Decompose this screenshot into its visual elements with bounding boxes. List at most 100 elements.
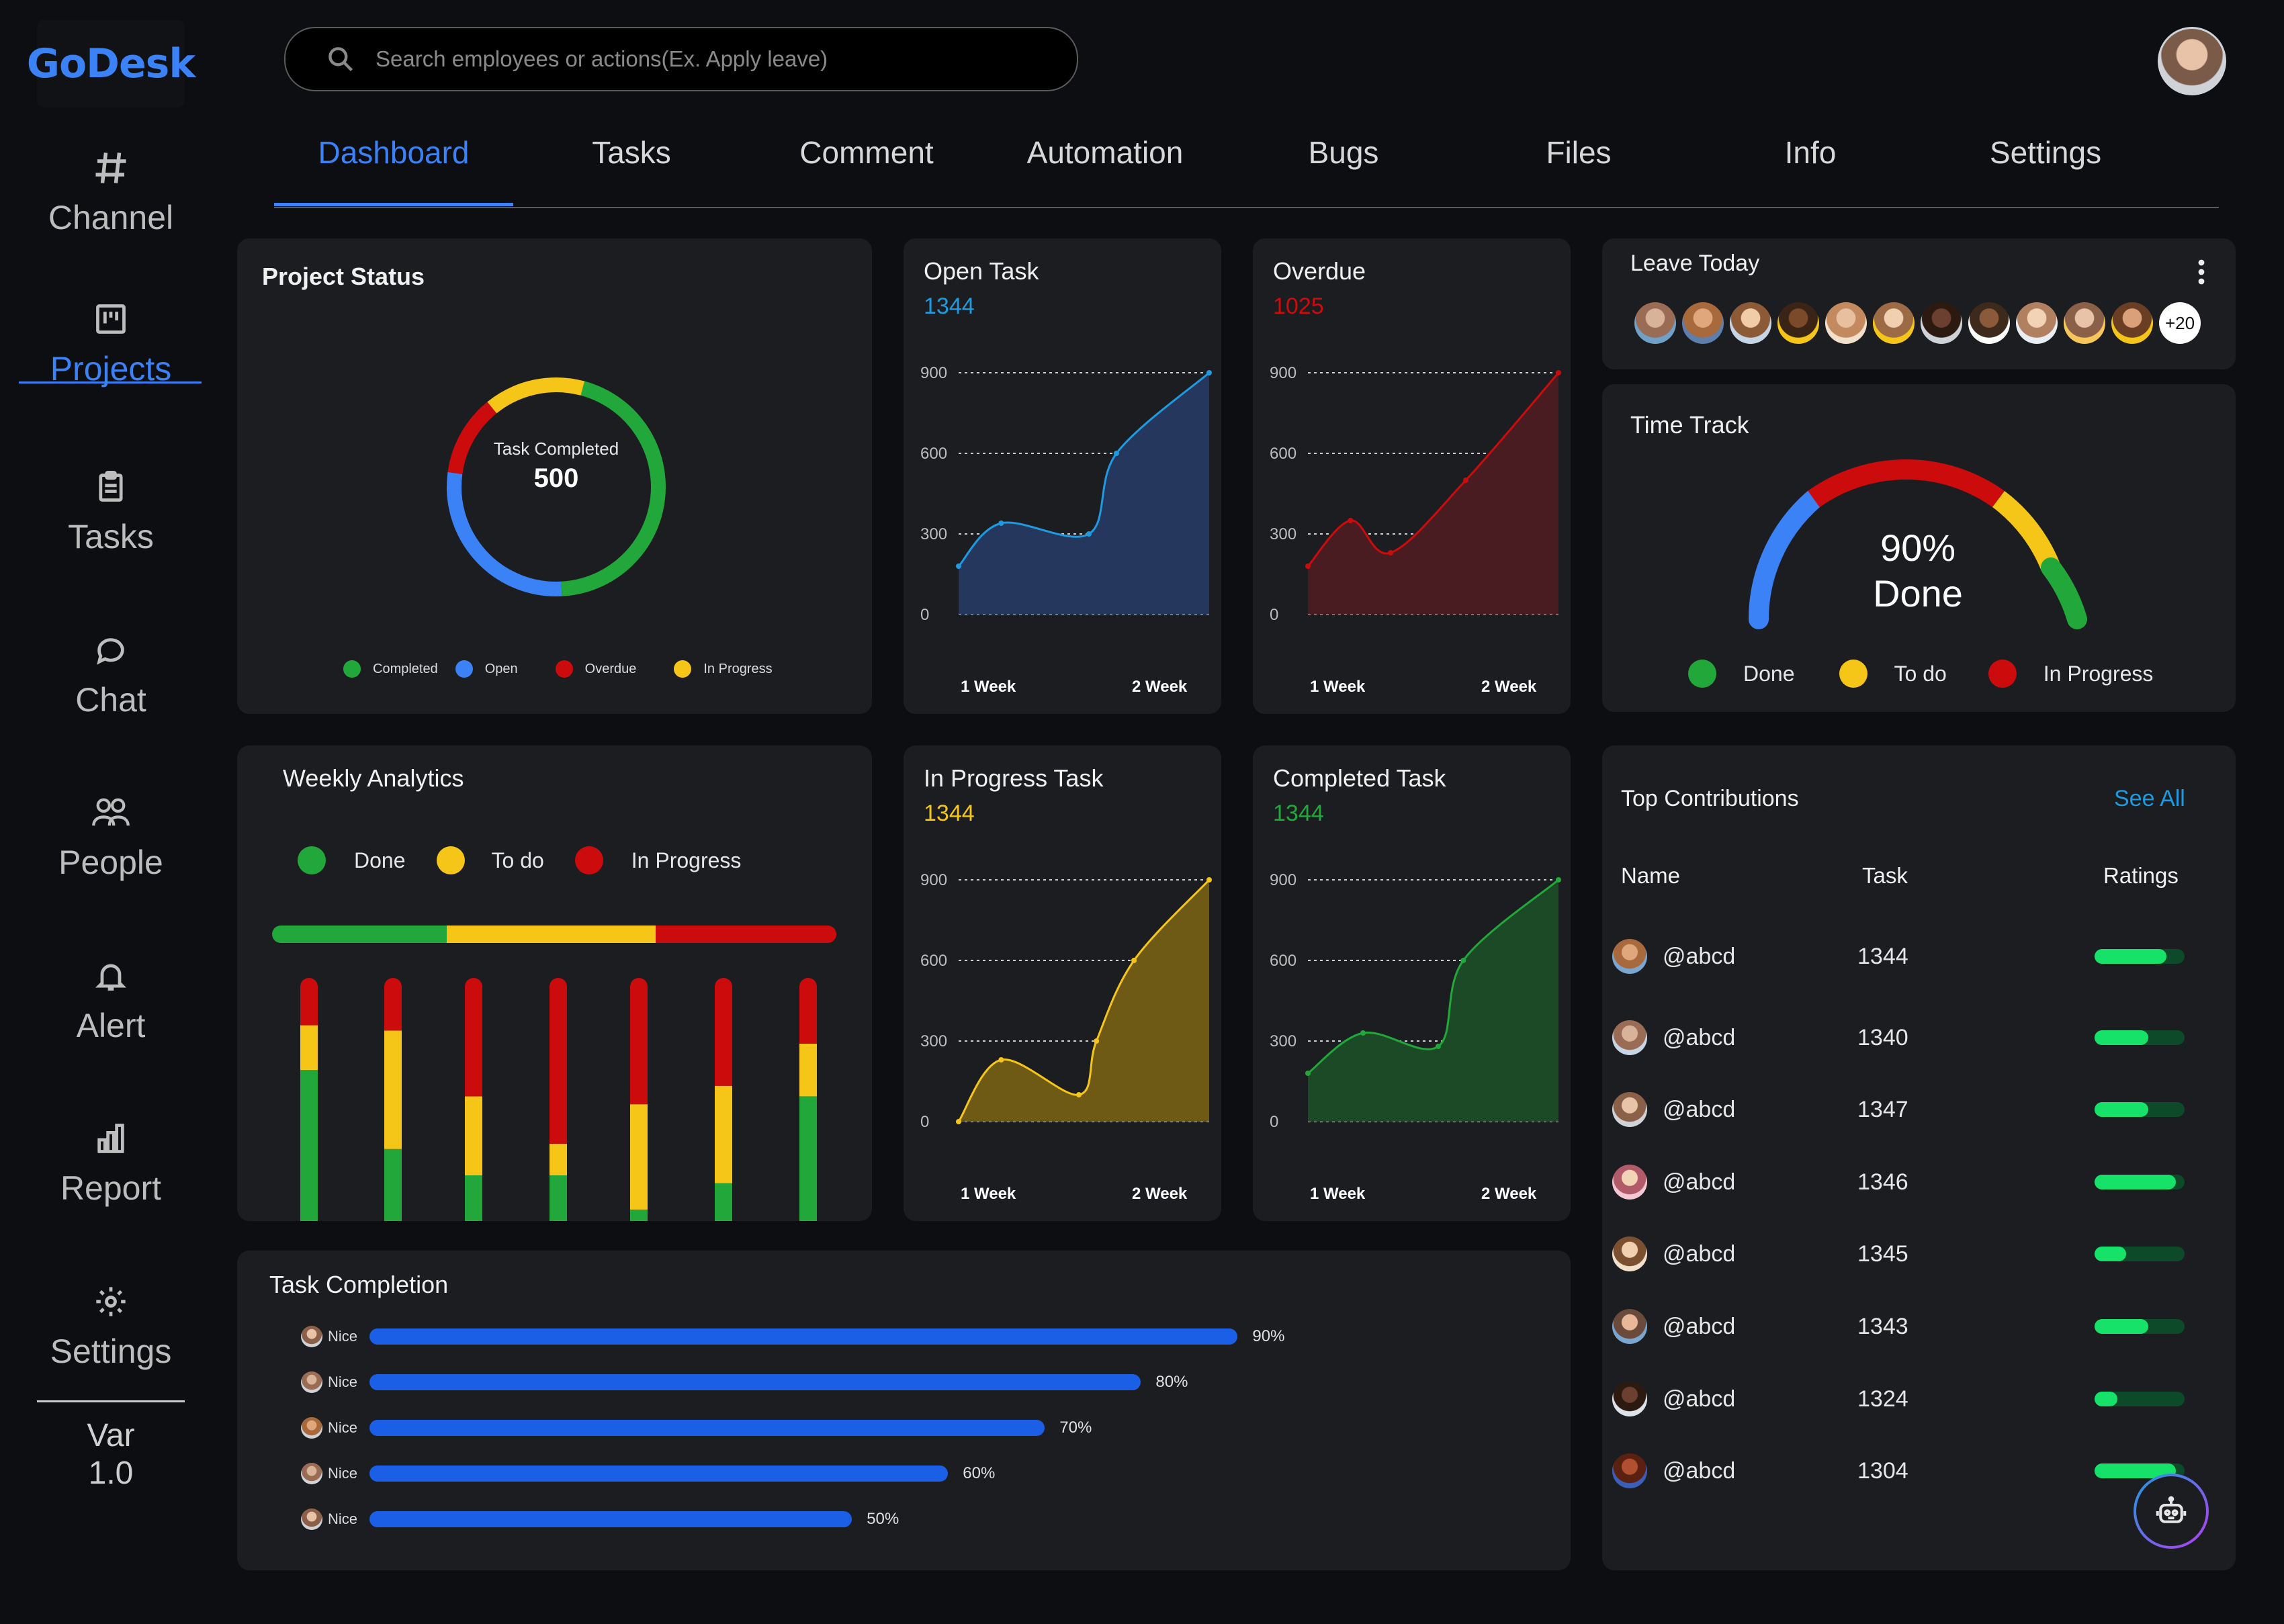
leave-more-count[interactable]: +20 bbox=[2159, 302, 2201, 344]
sidebar-item-label: Tasks bbox=[68, 518, 154, 555]
table-row[interactable]: @abcd 1347 bbox=[1612, 1089, 2190, 1130]
leave-avatar[interactable] bbox=[1968, 302, 2010, 344]
time-track-percent: 90% bbox=[1880, 527, 1956, 569]
leave-avatar[interactable] bbox=[1921, 302, 1962, 344]
legend-label: To do bbox=[1894, 661, 1947, 686]
data-point bbox=[1556, 370, 1561, 375]
bar-segment-in-progress bbox=[465, 978, 482, 1097]
tab-comment[interactable]: Comment bbox=[799, 135, 934, 170]
tab-tasks[interactable]: Tasks bbox=[592, 135, 671, 170]
y-tick-label: 0 bbox=[1270, 606, 1278, 624]
bar-segment-in-progress bbox=[799, 978, 817, 1044]
search-input[interactable] bbox=[374, 46, 981, 73]
more-options-icon[interactable] bbox=[2197, 259, 2206, 289]
tab-info[interactable]: Info bbox=[1784, 135, 1837, 170]
legend-dot-open bbox=[455, 660, 473, 678]
sidebar-item-settings[interactable]: Settings bbox=[0, 1278, 222, 1371]
tab-settings[interactable]: Settings bbox=[1989, 135, 2102, 170]
bar-segment-to-do bbox=[715, 1085, 732, 1183]
overdue-card: Overdue 1025 0 300 600 900 1 Week 2 Week bbox=[1253, 238, 1571, 714]
rating-fill bbox=[2095, 1463, 2176, 1478]
leave-avatar[interactable] bbox=[1730, 302, 1771, 344]
x-tick-label: 2 Week bbox=[1481, 1185, 1537, 1203]
kanban-board-icon bbox=[93, 296, 128, 343]
overdue-chart: 0 300 600 900 1 Week 2 Week bbox=[1270, 364, 1561, 696]
task-completion-bar bbox=[369, 1374, 1141, 1390]
tab-files[interactable]: Files bbox=[1546, 135, 1612, 170]
app-logo[interactable]: GoDesk bbox=[27, 20, 195, 107]
legend-dot-done bbox=[298, 846, 326, 874]
table-row[interactable]: @abcd 1324 bbox=[1612, 1379, 2190, 1419]
leave-today-card: Leave Today +20 bbox=[1602, 238, 2236, 369]
search-bar[interactable] bbox=[284, 27, 1078, 91]
y-tick-label: 300 bbox=[920, 1032, 947, 1050]
y-tick-label: 600 bbox=[920, 952, 947, 970]
weekly-bar-su bbox=[799, 978, 817, 1221]
time-track-card: Time Track 90% Done Done To do In Progre… bbox=[1602, 384, 2236, 712]
series-line bbox=[1307, 372, 1560, 568]
table-row[interactable]: @abcd 1340 bbox=[1612, 1018, 2190, 1058]
weekly-bar-th bbox=[550, 978, 567, 1221]
user-avatar[interactable] bbox=[2158, 27, 2226, 95]
task-completion-percent: 60% bbox=[963, 1464, 996, 1482]
data-point bbox=[1435, 1044, 1441, 1049]
assistant-bot-button[interactable] bbox=[2134, 1474, 2209, 1549]
sidebar-item-people[interactable]: People bbox=[0, 789, 222, 882]
task-completion-bar bbox=[369, 1511, 852, 1527]
sidebar-item-label: Channel bbox=[48, 199, 174, 236]
x-tick-label: 1 Week bbox=[961, 678, 1016, 696]
tab-automation[interactable]: Automation bbox=[1026, 135, 1184, 170]
tab-dashboard[interactable]: Dashboard bbox=[318, 135, 470, 170]
data-point bbox=[1556, 877, 1561, 883]
table-row[interactable]: @abcd 1343 bbox=[1612, 1306, 2190, 1347]
summary-todo bbox=[447, 926, 656, 943]
data-point bbox=[1206, 370, 1212, 375]
sidebar-item-channel[interactable]: Channel bbox=[0, 144, 222, 237]
rating-fill bbox=[2095, 1175, 2176, 1189]
leave-avatar[interactable] bbox=[1825, 302, 1867, 344]
leave-avatar[interactable] bbox=[2111, 302, 2153, 344]
tab-bugs[interactable]: Bugs bbox=[1308, 135, 1379, 170]
leave-avatar[interactable] bbox=[2016, 302, 2058, 344]
task-completion-percent: 80% bbox=[1155, 1373, 1188, 1391]
rating-fill bbox=[2095, 949, 2167, 964]
contributor-name: @abcd bbox=[1663, 1386, 1736, 1412]
sidebar-item-projects[interactable]: Projects bbox=[0, 296, 222, 388]
avatar bbox=[1612, 939, 1647, 974]
y-tick-label: 0 bbox=[920, 1113, 929, 1131]
sidebar-item-chat[interactable]: Chat bbox=[0, 627, 222, 719]
leave-avatar[interactable] bbox=[1682, 302, 1724, 344]
table-row[interactable]: @abcd 1346 bbox=[1612, 1162, 2190, 1202]
leave-avatar[interactable] bbox=[1873, 302, 1915, 344]
sidebar-item-label: People bbox=[58, 844, 163, 881]
sidebar-item-tasks[interactable]: Tasks bbox=[0, 463, 222, 556]
card-title: Task Completion bbox=[269, 1271, 449, 1298]
legend-label: In Progress bbox=[703, 661, 773, 676]
leave-avatar[interactable] bbox=[2064, 302, 2105, 344]
sidebar-item-alert[interactable]: Alert bbox=[0, 952, 222, 1045]
avatar bbox=[301, 1371, 322, 1393]
legend-label: Completed bbox=[373, 661, 438, 676]
table-row[interactable]: @abcd 1344 bbox=[1612, 936, 2190, 977]
avatar bbox=[1612, 1020, 1647, 1055]
sidebar-item-report[interactable]: Report bbox=[0, 1115, 222, 1208]
sidebar-item-label: Settings bbox=[50, 1333, 172, 1370]
leave-avatar[interactable] bbox=[1777, 302, 1819, 344]
card-title: Open Task bbox=[924, 257, 1039, 285]
table-row[interactable]: @abcd 1345 bbox=[1612, 1234, 2190, 1274]
data-point bbox=[998, 521, 1004, 526]
contributor-task: 1347 bbox=[1857, 1096, 1908, 1122]
x-tick-label: 2 Week bbox=[1132, 678, 1188, 696]
contributor-name: @abcd bbox=[1663, 1240, 1736, 1267]
bar-segment-in-progress bbox=[715, 978, 732, 1086]
table-row[interactable]: @abcd 1304 bbox=[1612, 1451, 2190, 1491]
legend-label: Open bbox=[484, 661, 518, 676]
bar-chart-icon bbox=[93, 1115, 128, 1162]
bell-icon bbox=[93, 952, 128, 999]
area-fill bbox=[1308, 373, 1558, 615]
y-tick-label: 900 bbox=[920, 364, 947, 382]
legend-label: Done bbox=[354, 848, 406, 872]
bar-segment-to-do bbox=[300, 1025, 318, 1071]
leave-avatar[interactable] bbox=[1634, 302, 1676, 344]
see-all-link[interactable]: See All bbox=[2114, 786, 2185, 811]
